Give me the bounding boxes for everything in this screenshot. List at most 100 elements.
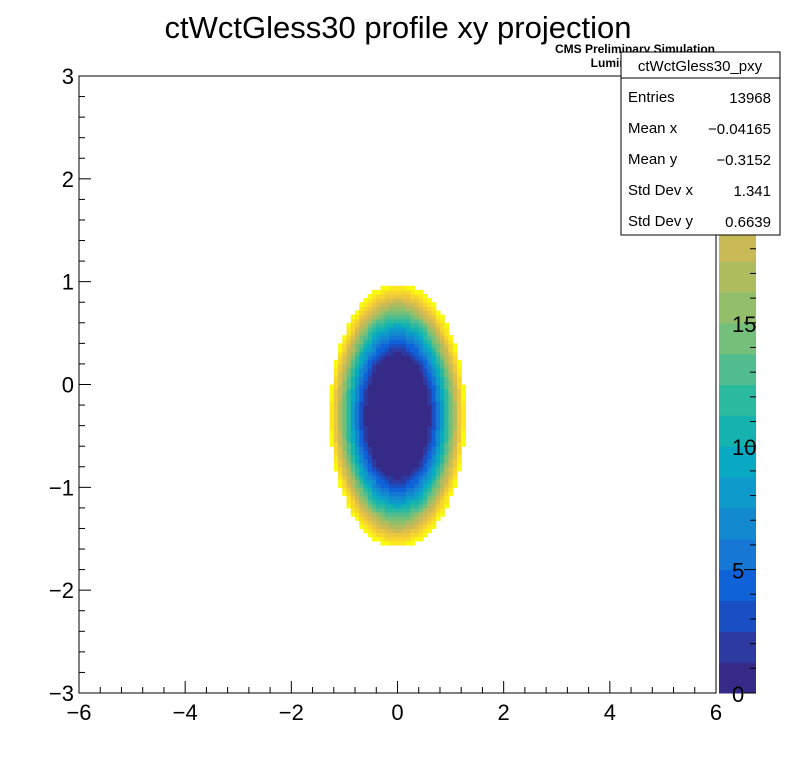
heatmap-cell: [380, 512, 386, 517]
heatmap-cell: [439, 446, 445, 451]
heatmap-cell: [427, 479, 433, 484]
heatmap-cell: [389, 355, 394, 361]
heatmap-cell: [389, 331, 394, 336]
heatmap-cell: [431, 413, 437, 418]
heatmap-cell: [389, 512, 394, 517]
heatmap-cell: [372, 302, 377, 307]
heatmap-cell: [397, 520, 403, 525]
heatmap-cell: [350, 466, 356, 472]
heatmap-cell: [418, 326, 424, 332]
heatmap-cell: [346, 437, 352, 443]
heatmap-cell: [372, 314, 377, 320]
heatmap-cell: [393, 536, 399, 542]
heatmap-cell: [384, 318, 390, 324]
heatmap-cell: [444, 503, 450, 509]
heatmap-cell: [380, 483, 386, 488]
heatmap-cell: [333, 400, 339, 406]
heatmap-cell: [363, 466, 369, 472]
heatmap-cell: [333, 450, 339, 456]
heatmap-cell: [397, 442, 403, 447]
heatmap-cell: [410, 470, 416, 476]
heatmap-cell: [359, 483, 365, 488]
heatmap-cell: [418, 503, 424, 509]
heatmap-cell: [350, 380, 356, 386]
heatmap-cell: [363, 483, 369, 488]
heatmap-cell: [376, 425, 382, 431]
heatmap-cell: [372, 421, 377, 427]
heatmap-cell: [350, 474, 356, 480]
heatmap-cell: [389, 520, 394, 525]
heatmap-cell: [372, 429, 377, 435]
heatmap-cell: [333, 380, 339, 386]
heatmap-cell: [410, 458, 416, 464]
heatmap-cell: [427, 495, 433, 501]
heatmap-cell: [410, 528, 416, 534]
heatmap-cell: [389, 396, 394, 402]
heatmap-cell: [359, 458, 365, 464]
heatmap-cell: [342, 483, 348, 488]
heatmap-cell: [363, 368, 369, 373]
heatmap-cell: [427, 413, 433, 418]
heatmap-cell: [380, 507, 386, 513]
heatmap-cell: [410, 372, 416, 377]
heatmap-cell: [363, 343, 369, 349]
heatmap-cell: [427, 347, 433, 353]
heatmap-cell: [346, 368, 352, 373]
heatmap-cell: [376, 499, 382, 505]
heatmap-cell: [435, 318, 441, 324]
heatmap-cell: [401, 289, 407, 295]
heatmap-cell: [427, 351, 433, 357]
heatmap-cell: [359, 495, 365, 501]
heatmap-cell: [380, 294, 386, 299]
heatmap-cell: [350, 392, 356, 398]
heatmap-cell: [397, 516, 403, 521]
heatmap-cell: [376, 487, 382, 493]
heatmap-cell: [393, 437, 399, 443]
heatmap-cell: [350, 355, 356, 361]
heatmap-cell: [435, 339, 441, 344]
heatmap-cell: [376, 528, 382, 534]
heatmap-cell: [439, 479, 445, 484]
heatmap-cell: [439, 314, 445, 320]
heatmap-cell: [405, 421, 411, 427]
heatmap-cell: [439, 454, 445, 460]
heatmap-cell: [410, 512, 416, 517]
heatmap-cell: [342, 355, 348, 361]
heatmap-cell: [329, 437, 335, 443]
heatmap-cell: [410, 532, 416, 538]
heatmap-cell: [422, 388, 428, 394]
heatmap-cell: [405, 322, 411, 328]
heatmap-cell: [333, 462, 339, 468]
heatmap-cell: [414, 474, 420, 480]
heatmap-cell: [397, 289, 403, 295]
heatmap-cell: [405, 388, 411, 394]
heatmap-cell: [435, 347, 441, 353]
heatmap-cell: [427, 520, 433, 525]
heatmap-cell: [380, 335, 386, 340]
heatmap-cell: [452, 380, 458, 386]
heatmap-cell: [376, 388, 382, 394]
heatmap-cell: [338, 355, 343, 361]
heatmap-cell: [422, 372, 428, 377]
color-scale-step: [719, 569, 756, 601]
heatmap-cell: [401, 396, 407, 402]
heatmap-cell: [456, 417, 462, 423]
heatmap-cell: [461, 437, 467, 443]
heatmap-cell: [444, 409, 450, 414]
heatmap-cell: [372, 409, 377, 414]
heatmap-cell: [372, 446, 377, 451]
heatmap-cell: [448, 474, 454, 480]
heatmap-cell: [384, 524, 390, 530]
heatmap-cell: [444, 331, 450, 336]
heatmap-cell: [380, 310, 386, 316]
heatmap-cell: [401, 322, 407, 328]
heatmap-cell: [431, 384, 437, 390]
x-tick-label: 4: [604, 700, 616, 725]
heatmap-cell: [397, 540, 403, 546]
heatmap-cell: [414, 396, 420, 402]
heatmap-cell: [346, 417, 352, 423]
heatmap-cell: [342, 442, 348, 447]
heatmap-cell: [397, 302, 403, 307]
heatmap-cell: [427, 306, 433, 312]
heatmap-cell: [389, 351, 394, 357]
